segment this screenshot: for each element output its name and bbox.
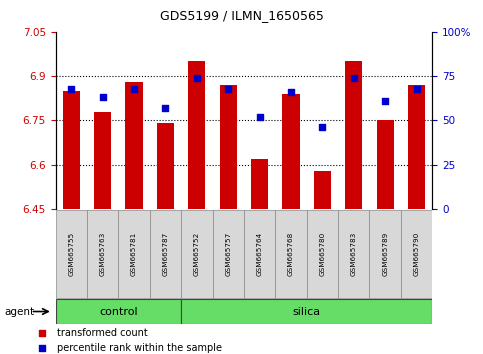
Text: GSM665781: GSM665781	[131, 232, 137, 276]
Bar	[275, 210, 307, 298]
Bar	[118, 210, 150, 298]
Text: GSM665790: GSM665790	[413, 232, 420, 276]
Point	[68, 86, 75, 91]
Bar	[87, 210, 118, 298]
Text: agent: agent	[5, 307, 35, 316]
Text: GSM665752: GSM665752	[194, 232, 200, 276]
Point	[412, 86, 420, 91]
Text: GSM665787: GSM665787	[162, 232, 169, 276]
Text: GDS5199 / ILMN_1650565: GDS5199 / ILMN_1650565	[159, 9, 324, 22]
Text: silica: silica	[293, 307, 321, 316]
Text: GSM665764: GSM665764	[256, 232, 263, 276]
Bar	[94, 112, 111, 209]
Bar	[188, 61, 205, 209]
Text: GSM665763: GSM665763	[99, 232, 106, 276]
Bar	[251, 159, 268, 209]
Point	[382, 98, 389, 104]
Bar	[157, 123, 174, 209]
Point	[38, 330, 46, 336]
Bar	[369, 210, 401, 298]
Text: control: control	[99, 307, 138, 316]
Text: GSM665768: GSM665768	[288, 232, 294, 276]
Point	[224, 86, 232, 91]
Bar	[377, 120, 394, 209]
Bar	[283, 94, 299, 209]
Text: percentile rank within the sample: percentile rank within the sample	[57, 343, 223, 353]
Point	[99, 95, 107, 100]
Bar	[345, 61, 362, 209]
Bar	[181, 299, 432, 324]
Bar	[244, 210, 275, 298]
Bar	[220, 85, 237, 209]
Point	[38, 345, 46, 351]
Text: GSM665755: GSM665755	[68, 232, 74, 276]
Text: GSM665757: GSM665757	[225, 232, 231, 276]
Bar	[314, 171, 331, 209]
Text: transformed count: transformed count	[57, 328, 148, 338]
Point	[287, 89, 295, 95]
Bar	[408, 85, 425, 209]
Text: GSM665783: GSM665783	[351, 232, 357, 276]
Bar	[307, 210, 338, 298]
Bar	[126, 82, 142, 209]
Text: GSM665789: GSM665789	[382, 232, 388, 276]
Bar	[213, 210, 244, 298]
Bar	[338, 210, 369, 298]
Point	[350, 75, 357, 81]
Bar	[181, 210, 213, 298]
Point	[193, 75, 201, 81]
Point	[130, 86, 138, 91]
Text: GSM665780: GSM665780	[319, 232, 326, 276]
Bar	[56, 210, 87, 298]
Bar	[401, 210, 432, 298]
Bar	[63, 91, 80, 209]
Point	[161, 105, 170, 111]
Bar	[150, 210, 181, 298]
Point	[319, 125, 327, 130]
Bar	[56, 299, 181, 324]
Point	[256, 114, 264, 120]
